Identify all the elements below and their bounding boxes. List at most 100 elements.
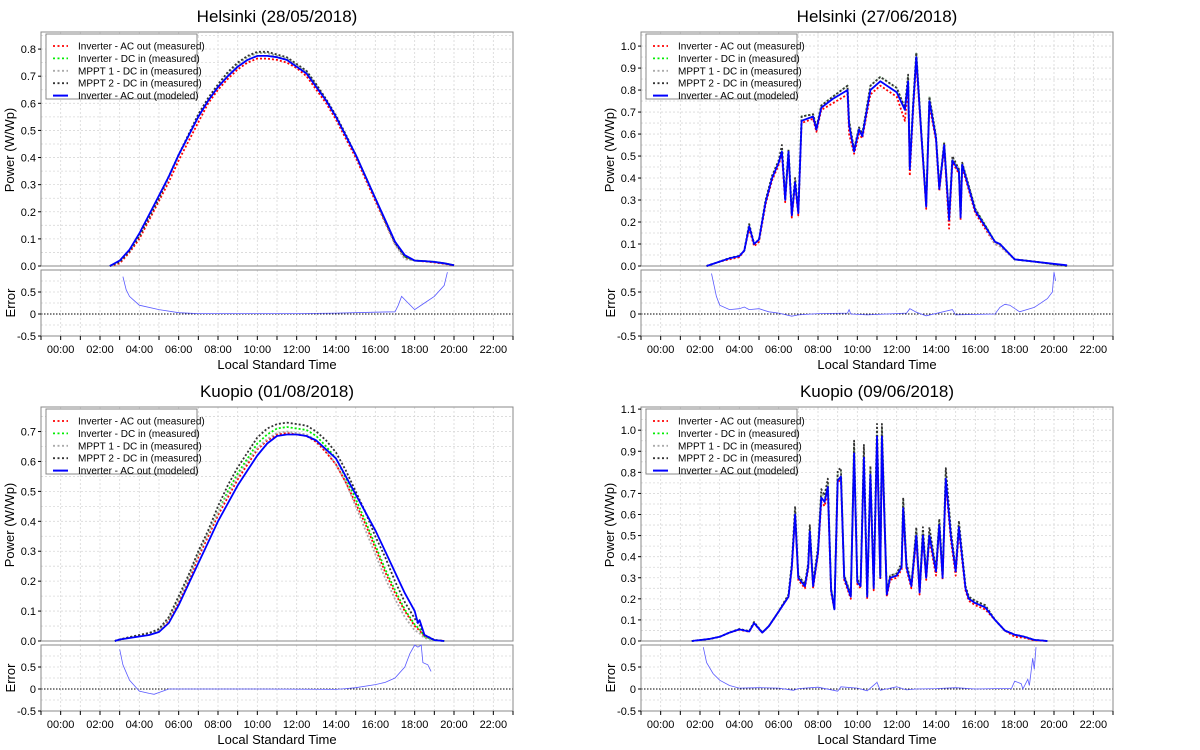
x-tick-label: 02:00 <box>686 344 714 356</box>
legend-label: MPPT 1 - DC in (measured) <box>678 66 802 77</box>
y-tick-label: 0.3 <box>621 573 636 585</box>
x-tick-label: 04:00 <box>726 344 754 356</box>
y-tick-label: 0.0 <box>21 636 36 648</box>
error-line <box>702 647 1037 692</box>
y-tick-label: 0.5 <box>621 531 636 543</box>
x-tick-label: 18:00 <box>1001 344 1029 356</box>
x-tick-label: 16:00 <box>362 344 390 356</box>
y-tick-label: 0.0 <box>621 261 636 273</box>
error-y-axis-label: Error <box>603 288 618 318</box>
y-tick-label: 0.7 <box>21 427 36 439</box>
x-tick-label: 10:00 <box>244 344 272 356</box>
y-tick-label: 0.7 <box>21 71 36 83</box>
y-tick-label: 0.8 <box>621 467 636 479</box>
legend-label: MPPT 2 - DC in (measured) <box>678 454 802 465</box>
chart-panel: 0.0 0.1 0.2 0.3 0.4 0.5 0.6 0.7 0.8 0.9 1.0 1.1 -0.5… <box>602 382 1114 747</box>
error-y-tick-label: -0.5 <box>617 706 636 718</box>
x-tick-label: 12:00 <box>883 344 911 356</box>
main-plot-frame <box>40 406 514 642</box>
error-y-tick-label: 0.5 <box>21 287 36 299</box>
y-tick-label: 0.7 <box>621 107 636 119</box>
error-y-tick-label: 0 <box>30 309 36 321</box>
error-line <box>122 272 448 315</box>
y-axis-label: Power (W/Wp) <box>2 483 17 568</box>
y-tick-label: 0.5 <box>21 125 36 137</box>
legend: Inverter - AC out (measured)Inverter - D… <box>45 33 205 102</box>
y-tick-label: 0.2 <box>621 594 636 606</box>
x-tick-label: 20:00 <box>440 344 468 356</box>
x-tick-label: 10:00 <box>844 344 872 356</box>
y-tick-label: 0.6 <box>621 510 636 522</box>
legend-label: MPPT 2 - DC in (measured) <box>78 454 202 465</box>
y-tick-label: 0.3 <box>21 180 36 192</box>
x-tick-label: 14:00 <box>322 719 350 731</box>
x-tick-label: 18:00 <box>401 719 429 731</box>
chart-title: Kuopio (01/08/2018) <box>200 382 354 401</box>
x-tick-label: 00:00 <box>47 344 75 356</box>
x-tick-label: 20:00 <box>440 719 468 731</box>
x-tick-label: 12:00 <box>283 719 311 731</box>
y-tick-label: 1.0 <box>621 425 636 437</box>
series-line <box>691 435 1048 642</box>
x-tick-label: 02:00 <box>686 719 714 731</box>
x-tick-label: 10:00 <box>844 719 872 731</box>
x-tick-label: 00:00 <box>647 719 675 731</box>
y-tick-label: 0.1 <box>21 606 36 618</box>
y-tick-label: 0.4 <box>21 153 36 165</box>
x-tick-label: 22:00 <box>480 344 508 356</box>
x-tick-label: 08:00 <box>204 719 232 731</box>
legend-box <box>45 408 198 475</box>
x-axis-label: Local Standard Time <box>217 357 336 372</box>
legend-label: MPPT 2 - DC in (measured) <box>78 79 202 90</box>
series-line <box>109 55 455 267</box>
y-tick-label: 0.2 <box>621 217 636 229</box>
y-axis-label: Power (W/Wp) <box>602 483 617 568</box>
x-tick-label: 16:00 <box>962 344 990 356</box>
legend-label: Inverter - AC out (modeled) <box>678 91 799 102</box>
x-tick-label: 16:00 <box>962 719 990 731</box>
chart-panel: 0.0 0.1 0.2 0.3 0.4 0.5 0.6 0.7 -0.5 0 0.5 00:00 02:… <box>2 382 514 747</box>
y-tick-label: 0.2 <box>21 576 36 588</box>
y-tick-label: 1.1 <box>621 404 636 416</box>
x-tick-label: 14:00 <box>922 344 950 356</box>
legend: Inverter - AC out (measured)Inverter - D… <box>45 408 205 477</box>
y-tick-label: 0.9 <box>621 63 636 75</box>
x-tick-label: 18:00 <box>401 344 429 356</box>
x-tick-label: 12:00 <box>283 344 311 356</box>
legend-box <box>645 408 798 475</box>
y-tick-label: 0.6 <box>621 129 636 141</box>
y-tick-label: 0.2 <box>21 207 36 219</box>
legend-label: Inverter - AC out (modeled) <box>78 466 199 477</box>
main-plot-frame <box>40 31 514 267</box>
error-y-tick-label: -0.5 <box>17 706 36 718</box>
x-axis-label: Local Standard Time <box>817 357 936 372</box>
y-tick-label: 0.4 <box>621 173 636 185</box>
x-axis-label: Local Standard Time <box>817 732 936 747</box>
chart-title: Helsinki (27/06/2018) <box>797 7 958 26</box>
y-axis-label: Power (W/Wp) <box>602 108 617 193</box>
chart-panel: 0.0 0.1 0.2 0.3 0.4 0.5 0.6 0.7 0.8 -0.5 0 0.5 00:00… <box>2 7 514 372</box>
x-tick-label: 06:00 <box>765 719 793 731</box>
y-tick-label: 0.5 <box>21 486 36 498</box>
error-y-tick-label: 0 <box>630 309 636 321</box>
y-tick-label: 0.1 <box>21 234 36 246</box>
legend-label: Inverter - AC out (measured) <box>678 42 805 53</box>
x-tick-label: 18:00 <box>1001 719 1029 731</box>
y-tick-label: 0.0 <box>21 261 36 273</box>
legend-label: Inverter - DC in (measured) <box>678 429 800 440</box>
x-tick-label: 12:00 <box>883 719 911 731</box>
x-tick-label: 04:00 <box>726 719 754 731</box>
legend-label: MPPT 1 - DC in (measured) <box>78 441 202 452</box>
y-tick-label: 0.4 <box>621 552 636 564</box>
x-tick-label: 04:00 <box>126 344 154 356</box>
legend-label: Inverter - DC in (measured) <box>78 429 200 440</box>
x-tick-label: 22:00 <box>480 719 508 731</box>
x-tick-label: 22:00 <box>1080 719 1108 731</box>
x-tick-label: 22:00 <box>1080 344 1108 356</box>
legend-label: MPPT 1 - DC in (measured) <box>78 66 202 77</box>
error-y-tick-label: 0.5 <box>21 662 36 674</box>
series-line <box>706 56 1068 267</box>
x-tick-label: 06:00 <box>765 344 793 356</box>
series-line <box>114 433 445 642</box>
